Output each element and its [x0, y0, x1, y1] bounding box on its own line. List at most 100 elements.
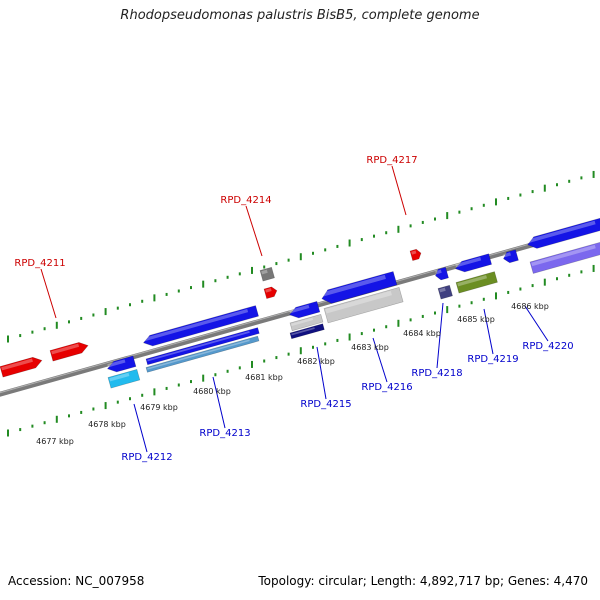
outer-track-tick — [263, 265, 266, 269]
inner-track-tick — [214, 373, 217, 377]
gene-feature-15[interactable] — [434, 266, 449, 281]
gene-feature-16[interactable] — [437, 284, 453, 300]
outer-track-tick — [482, 203, 485, 207]
gene-feature-20[interactable] — [526, 216, 600, 250]
gene-feature-21[interactable] — [529, 241, 600, 274]
inner-track-tick — [458, 304, 461, 308]
outer-track-tick — [592, 170, 595, 178]
outer-track-tick — [421, 220, 424, 224]
inner-track-tick — [226, 369, 229, 373]
leader-line — [524, 305, 549, 342]
gene-feature-6[interactable] — [145, 335, 260, 373]
outer-track-tick — [336, 244, 339, 248]
tick-label: 4682 kbp — [297, 357, 335, 366]
inner-track-tick — [336, 338, 339, 342]
gene-label[interactable]: RPD_4215 — [300, 399, 351, 410]
gene-label[interactable]: RPD_4220 — [522, 341, 573, 352]
outer-track-tick — [397, 225, 400, 233]
tick-label: 4684 kbp — [403, 329, 441, 338]
outer-track-tick — [434, 217, 436, 221]
outer-track-tick — [409, 224, 412, 228]
gene-feature-19[interactable] — [502, 249, 519, 264]
outer-track-tick — [214, 279, 217, 283]
tick-labels: 4677 kbp 4678 kbp 4679 kbp 4680 kbp 4681 kbp… — [36, 302, 549, 446]
inner-track-tick — [129, 397, 131, 401]
gene-labels: RPD_4211 RPD_4212 RPD_4213 RPD_4214 RPD_4215… — [14, 155, 573, 463]
inner-track-tick — [348, 333, 351, 341]
gene-feature-7[interactable] — [259, 266, 275, 282]
gene-label[interactable]: RPD_4218 — [411, 368, 462, 379]
gene-feature-0[interactable] — [0, 355, 43, 378]
gene-label[interactable]: RPD_4211 — [14, 258, 65, 269]
inner-track-tick — [177, 383, 180, 387]
inner-track-tick — [556, 277, 558, 281]
tick-label: 4685 kbp — [457, 315, 495, 324]
outer-track-tick — [507, 196, 510, 200]
gene-feature-9[interactable] — [288, 301, 321, 320]
outer-track-tick — [275, 262, 278, 266]
inner-track-tick — [275, 356, 278, 360]
outer-track-tick — [177, 289, 180, 293]
inner-track-tick — [470, 301, 473, 305]
outer-track-tick — [68, 320, 70, 324]
inner-track-tick — [43, 421, 46, 425]
inner-track-tick — [397, 319, 400, 327]
outer-track-tick — [226, 275, 229, 279]
inner-track-tick — [104, 402, 107, 410]
leader-line — [372, 337, 388, 383]
gene-feature-18[interactable] — [455, 271, 498, 294]
inner-track-tick — [446, 306, 449, 314]
gene-features — [0, 216, 600, 389]
gene-feature-2[interactable] — [106, 355, 137, 374]
gene-label[interactable]: RPD_4217 — [366, 155, 417, 166]
gene-label[interactable]: RPD_4219 — [467, 354, 518, 365]
outer-track-tick — [446, 212, 449, 220]
outer-track-tick — [531, 190, 534, 194]
gene-feature-1[interactable] — [49, 340, 90, 362]
inner-track-tick — [251, 360, 253, 368]
inner-track-tick — [434, 311, 436, 315]
inner-track-tick — [141, 393, 144, 397]
outer-track-tick — [543, 184, 546, 192]
gene-label[interactable]: RPD_4216 — [361, 382, 412, 393]
genome-summary-text: Topology: circular; Length: 4,892,717 bp… — [258, 574, 588, 588]
outer-track-tick — [92, 313, 95, 317]
inner-track-tick — [482, 297, 485, 301]
outer-track-tick — [360, 238, 363, 242]
outer-track-tick — [153, 294, 156, 302]
gene-feature-14[interactable] — [409, 248, 422, 261]
gene-feature-8[interactable] — [263, 286, 278, 299]
gene-feature-4[interactable] — [107, 369, 141, 389]
tick-label: 4681 kbp — [245, 373, 283, 382]
gene-label[interactable]: RPD_4213 — [199, 428, 250, 439]
outer-track-tick — [31, 330, 34, 334]
inner-track-tick — [495, 292, 497, 300]
gene-label[interactable]: RPD_4214 — [220, 195, 271, 206]
inner-track-tick — [507, 290, 510, 294]
leader-line — [483, 308, 494, 355]
gene-feature-3[interactable] — [142, 305, 259, 349]
outer-track-tick — [580, 176, 583, 180]
outer-track-tick — [238, 272, 241, 276]
gene-feature-11[interactable] — [289, 313, 324, 332]
inner-track-tick — [31, 424, 34, 428]
gene-feature-13[interactable] — [289, 323, 325, 340]
gene-label[interactable]: RPD_4212 — [121, 452, 172, 463]
outer-dotted-track — [7, 170, 595, 343]
outer-track-tick — [495, 198, 497, 206]
outer-track-tick — [373, 234, 375, 238]
outer-track-tick — [324, 248, 327, 252]
inner-track-tick — [360, 332, 363, 336]
gene-feature-10[interactable] — [320, 271, 398, 305]
inner-track-tick — [324, 342, 327, 346]
gene-feature-12[interactable] — [323, 287, 404, 324]
inner-track-tick — [287, 352, 290, 356]
inner-track-tick — [592, 264, 595, 272]
inner-track-tick — [7, 429, 9, 437]
gene-feature-17[interactable] — [454, 253, 493, 274]
leader-line — [316, 346, 327, 400]
outer-track-tick — [202, 280, 205, 288]
inner-track-tick — [299, 347, 302, 355]
gene-feature-5[interactable] — [145, 327, 260, 366]
